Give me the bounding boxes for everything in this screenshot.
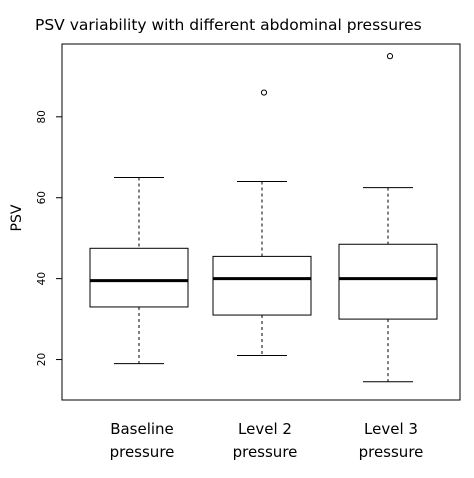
- category-label-line2: pressure: [233, 443, 298, 461]
- box-3: [338, 53, 438, 383]
- y-axis-label: PSV: [9, 204, 25, 231]
- chart-title: PSV variability with different abdominal…: [35, 16, 422, 34]
- box-1: [89, 177, 189, 365]
- category-label-line1: Level 3: [364, 420, 418, 438]
- category-labels: Baseline pressure Level 2 pressure Level 3 pr…: [110, 420, 424, 461]
- boxes: [89, 53, 438, 383]
- plot-frame: [61, 43, 461, 401]
- outlier-point: [386, 53, 394, 60]
- iqr-box: [89, 247, 189, 308]
- iqr-box: [212, 255, 312, 316]
- y-tick-label: 80: [36, 110, 48, 123]
- y-tick-label: 60: [36, 191, 48, 204]
- iqr-box: [338, 243, 438, 320]
- category-label-line2: pressure: [110, 443, 175, 461]
- category-label-line1: Level 2: [238, 420, 292, 438]
- box-2: [212, 89, 312, 356]
- y-tick-label: 40: [36, 272, 48, 285]
- category-label-line2: pressure: [359, 443, 424, 461]
- y-axis: 20 40 60 80: [36, 110, 62, 366]
- y-tick-label: 20: [36, 353, 48, 366]
- outlier-point: [260, 89, 268, 96]
- category-label-line1: Baseline: [110, 420, 174, 438]
